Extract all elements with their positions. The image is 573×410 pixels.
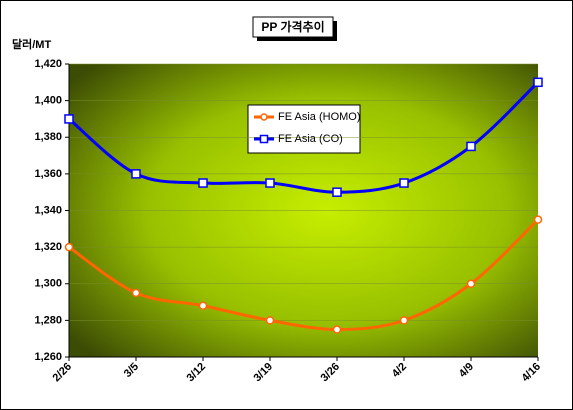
data-point bbox=[332, 325, 342, 334]
y-tick-label: 1,280 bbox=[34, 314, 62, 326]
data-point bbox=[64, 242, 74, 252]
y-tick-label: 1,260 bbox=[34, 351, 62, 363]
data-point bbox=[533, 215, 543, 224]
y-tick-label: 1,360 bbox=[34, 168, 62, 180]
y-tick-label: 1,340 bbox=[34, 204, 62, 216]
data-point bbox=[131, 288, 141, 298]
legend-label: FE Asia (HOMO) bbox=[278, 111, 361, 123]
data-point bbox=[131, 169, 141, 179]
data-point bbox=[198, 301, 208, 310]
y-tick-label: 1,320 bbox=[34, 241, 62, 253]
y-tick-label: 1,300 bbox=[34, 278, 62, 290]
data-point bbox=[533, 77, 543, 88]
data-point bbox=[332, 187, 342, 197]
data-point bbox=[399, 316, 409, 325]
chart-title: PP 가격추이 bbox=[261, 19, 324, 34]
legend-marker bbox=[259, 134, 269, 144]
data-point bbox=[265, 316, 275, 325]
data-point bbox=[466, 141, 476, 152]
y-axis-label: 달러/MT bbox=[12, 37, 51, 51]
data-point bbox=[399, 178, 409, 188]
y-tick-label: 1,380 bbox=[34, 131, 62, 143]
legend-label: FE Asia (CO) bbox=[278, 133, 343, 145]
data-point bbox=[198, 178, 208, 188]
data-point bbox=[466, 279, 476, 288]
y-tick-label: 1,420 bbox=[34, 58, 62, 70]
legend bbox=[247, 104, 361, 154]
title-box bbox=[252, 16, 334, 38]
legend-marker bbox=[260, 113, 268, 121]
data-point bbox=[64, 114, 74, 124]
data-point bbox=[265, 178, 275, 188]
y-tick-label: 1,400 bbox=[34, 95, 62, 107]
